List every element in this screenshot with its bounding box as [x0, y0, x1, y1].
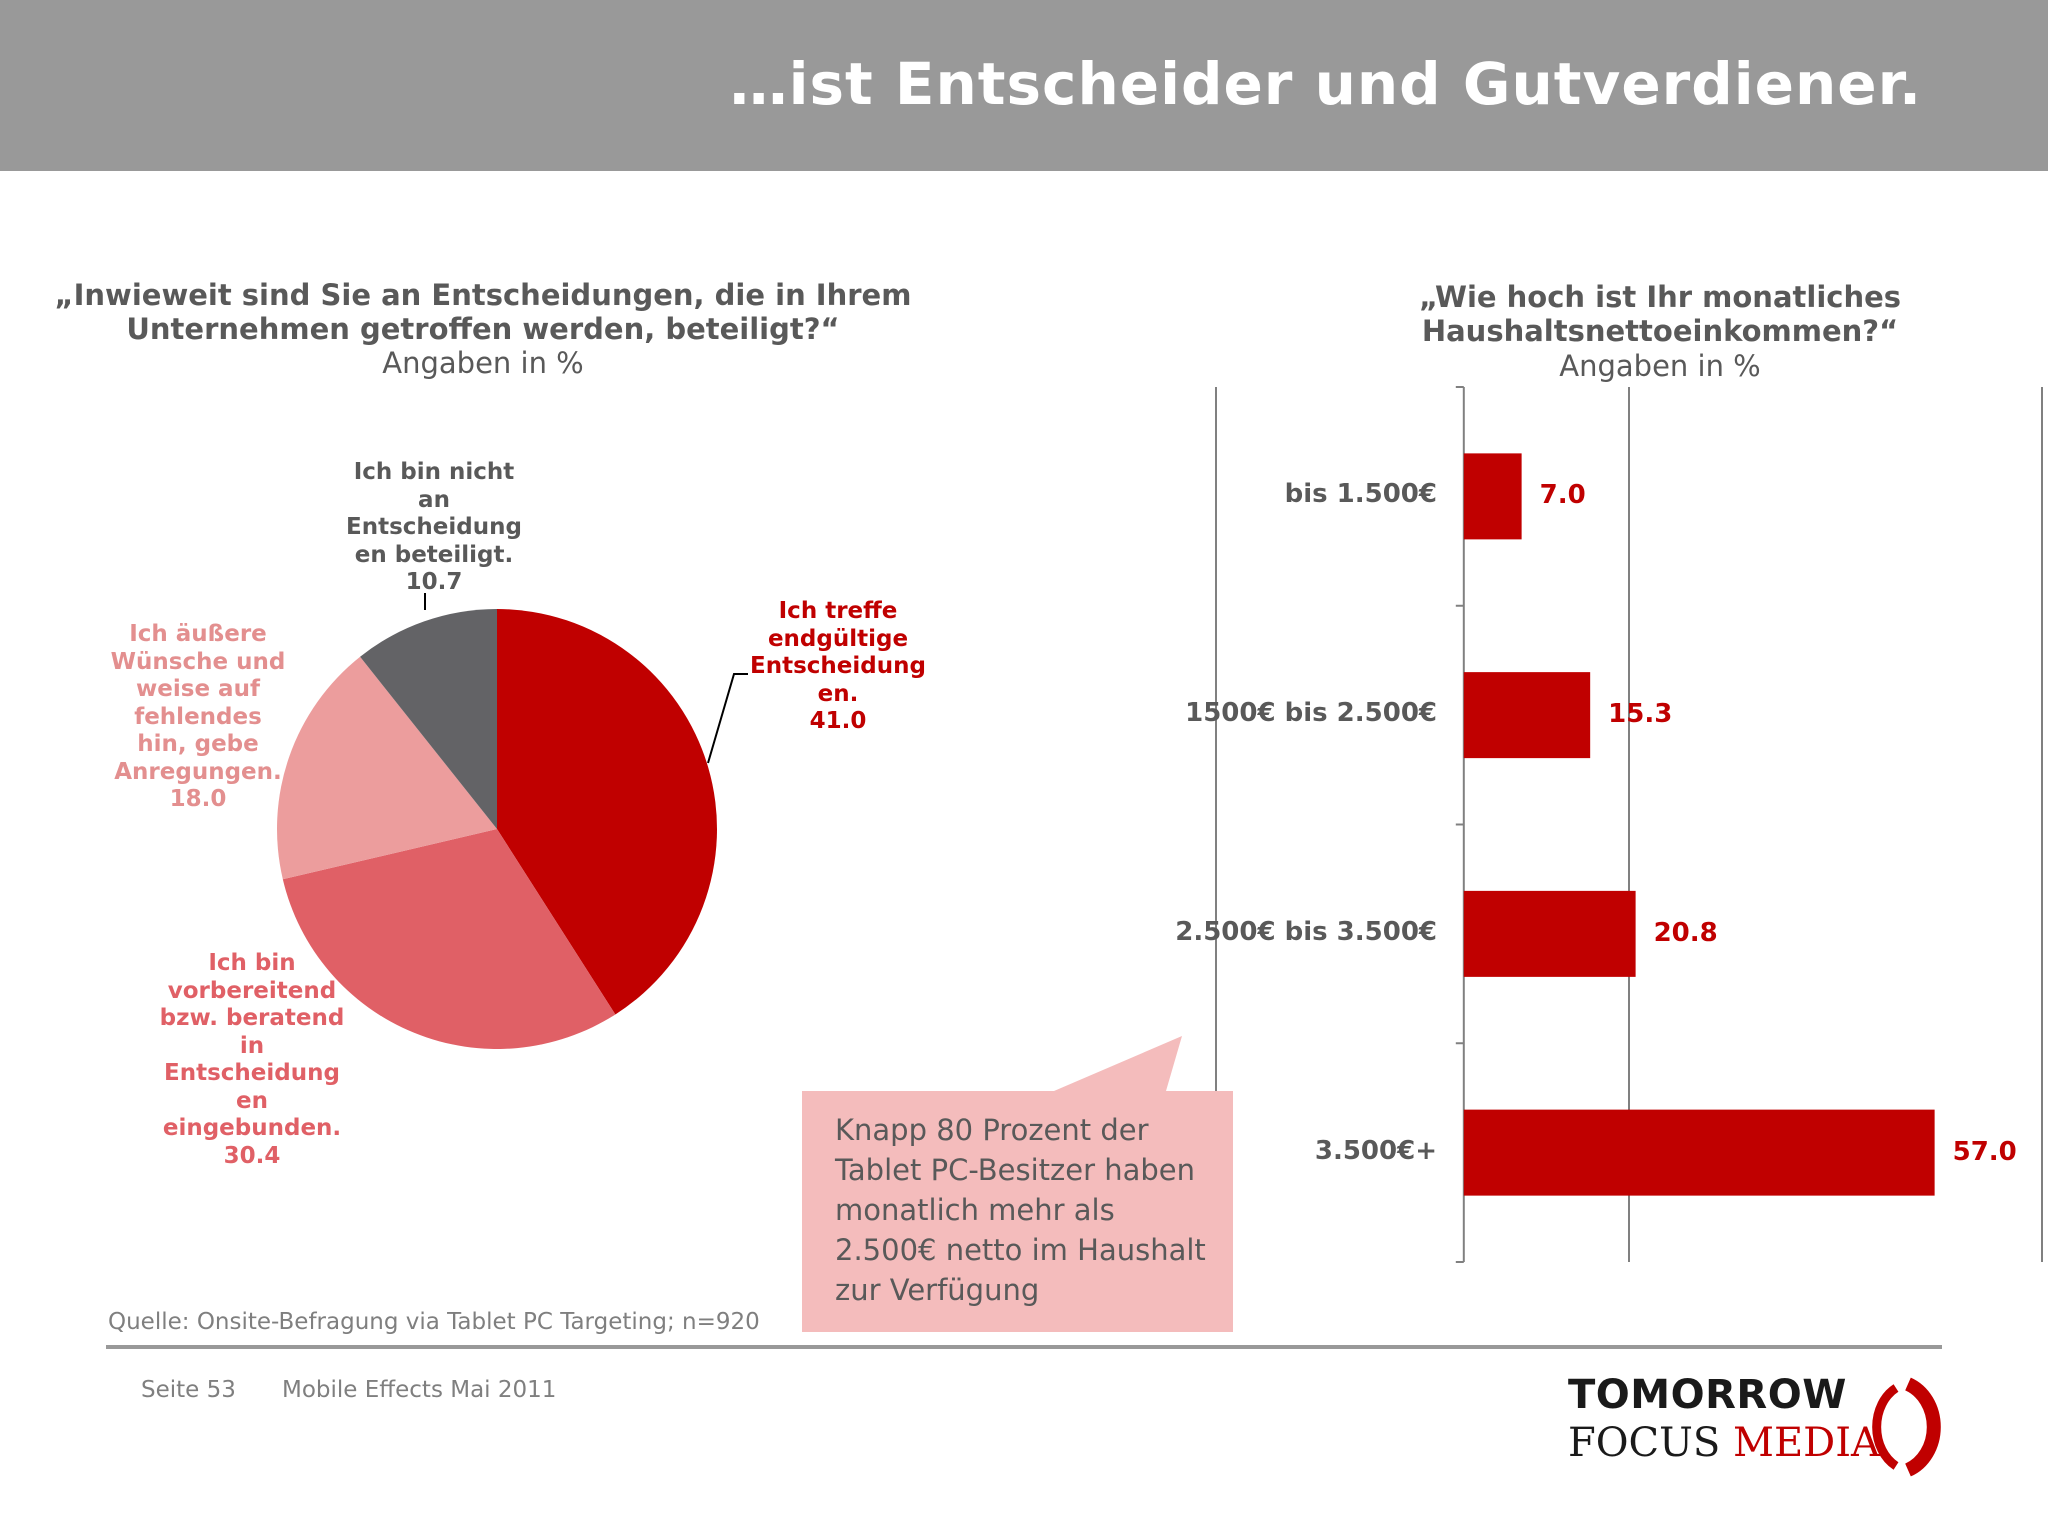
pie-label-text: vorbereitend	[167, 977, 337, 1004]
bar-2	[1463, 890, 1636, 977]
pie-label-text: fehlendes	[134, 703, 262, 730]
footer-event: Mobile Effects Mai 2011	[282, 1377, 557, 1403]
pie-title-line1: „Inwieweit sind Sie an Entscheidungen, d…	[54, 278, 912, 312]
pie-label-value: 10.7	[405, 569, 463, 595]
pie-label-text: an	[418, 486, 450, 513]
bar-1	[1463, 672, 1591, 759]
bar-chart-title: „Wie hoch ist Ihr monatliches Haushaltsn…	[1310, 280, 2010, 348]
pie-label-text: en beteiligt.	[354, 541, 514, 568]
pie-label-decision-none: Ich bin nicht an Entscheidung en beteili…	[334, 459, 534, 597]
pie-slice-decision-advisory	[282, 829, 616, 1049]
bar-value-label: 7.0	[1539, 480, 1586, 511]
logo-focus: FOCUS	[1568, 1420, 1721, 1466]
pie-label-decision-final: Ich treffe endgültige Entscheidung en. 4…	[738, 598, 938, 736]
pie-label-text: bzw. beratend	[159, 1005, 345, 1031]
callout-text: Knapp 80 Prozent der Tablet PC-Besitzer …	[835, 1110, 1235, 1310]
bar-0	[1463, 453, 1522, 540]
bar-title-line1: „Wie hoch ist Ihr monatliches	[1418, 280, 1902, 314]
pie-label-text: Ich äußere	[129, 621, 267, 647]
callout-bubble	[802, 1036, 1233, 1332]
pie-label-decision-suggestions: Ich äußere Wünsche und weise auf fehlend…	[98, 621, 298, 814]
pie-label-text: en	[236, 1087, 268, 1114]
pie-slice-decision-final	[497, 609, 717, 1015]
bar-3	[1463, 1109, 1935, 1196]
pie-label-value: 18.0	[169, 786, 227, 812]
bar-category-label: 3.500€+	[1314, 1135, 1437, 1166]
pie-label-text: Anregungen.	[114, 758, 282, 785]
pie-label-text: Entscheidung	[346, 514, 522, 540]
callout-line: Tablet PC-Besitzer haben	[835, 1153, 1196, 1187]
header-bar	[0, 0, 2048, 171]
callout-line: monatlich mehr als	[835, 1193, 1115, 1227]
pie-chart-title: „Inwieweit sind Sie an Entscheidungen, d…	[40, 278, 926, 346]
pie-label-text: Ich bin	[208, 950, 296, 976]
source-note: Quelle: Onsite-Befragung via Tablet PC T…	[108, 1309, 760, 1335]
pie-chart-subtitle: Angaben in %	[382, 346, 584, 380]
pie-label-decision-advisory: Ich bin vorbereitend bzw. beratend in En…	[152, 950, 352, 1170]
footer-page-number: Seite 53	[141, 1377, 236, 1403]
footer-divider	[106, 1345, 1942, 1349]
callout-line: 2.500€ netto im Haushalt	[835, 1233, 1206, 1267]
pie-label-value: 41.0	[809, 708, 867, 734]
pie-label-text: hin, gebe	[137, 731, 259, 757]
logo-arc-left	[1872, 1384, 1899, 1470]
logo-wordmark-top: TOMORROW	[1568, 1372, 1847, 1418]
pie-leader-line	[707, 673, 748, 764]
pie-label-text: Entscheidung	[750, 653, 926, 679]
callout-line: Knapp 80 Prozent der	[835, 1113, 1149, 1147]
bar-chart-subtitle: Angaben in %	[1559, 349, 1761, 383]
callout-line: zur Verfügung	[835, 1273, 1040, 1307]
logo-media: MEDIA	[1732, 1420, 1880, 1466]
pie-chart	[276, 593, 748, 1049]
page-title: …ist Entscheider und Gutverdiener.	[729, 50, 1922, 118]
pie-label-text: eingebunden.	[162, 1115, 342, 1141]
pie-label-text: Ich treffe	[778, 598, 898, 624]
logo-mark-icon	[1872, 1377, 1941, 1477]
bar-category-label: bis 1.500€	[1284, 479, 1437, 510]
logo-arc-right	[1904, 1377, 1941, 1477]
pie-label-text: Entscheidung	[164, 1060, 340, 1086]
bar-value-label: 57.0	[1952, 1136, 2017, 1167]
bar-category-label: 1500€ bis 2.500€	[1185, 698, 1437, 729]
pie-slice-decision-suggestions	[276, 656, 497, 880]
callout	[802, 1036, 1233, 1332]
bar-value-label: 20.8	[1653, 917, 1718, 948]
pie-label-text: en.	[817, 680, 859, 707]
logo-wordmark-bottom: FOCUS MEDIA	[1568, 1420, 1880, 1466]
pie-label-text: Ich bin nicht	[353, 459, 515, 485]
pie-label-text: in	[239, 1032, 265, 1059]
bar-title-line2: Haushaltsnettoeinkommen?“	[1421, 314, 1899, 348]
bar-value-label: 15.3	[1608, 699, 1673, 730]
bar-category-label: 2.500€ bis 3.500€	[1175, 916, 1437, 947]
pie-title-line2: Unternehmen getroffen werden, beteiligt?…	[126, 312, 840, 346]
pie-label-text: Wünsche und	[110, 648, 286, 675]
pie-label-text: weise auf	[136, 676, 260, 702]
pie-label-text: endgültige	[767, 625, 909, 652]
pie-label-value: 30.4	[223, 1142, 281, 1169]
pie-slice-decision-none	[360, 609, 497, 829]
bar-chart	[1215, 386, 2043, 1263]
